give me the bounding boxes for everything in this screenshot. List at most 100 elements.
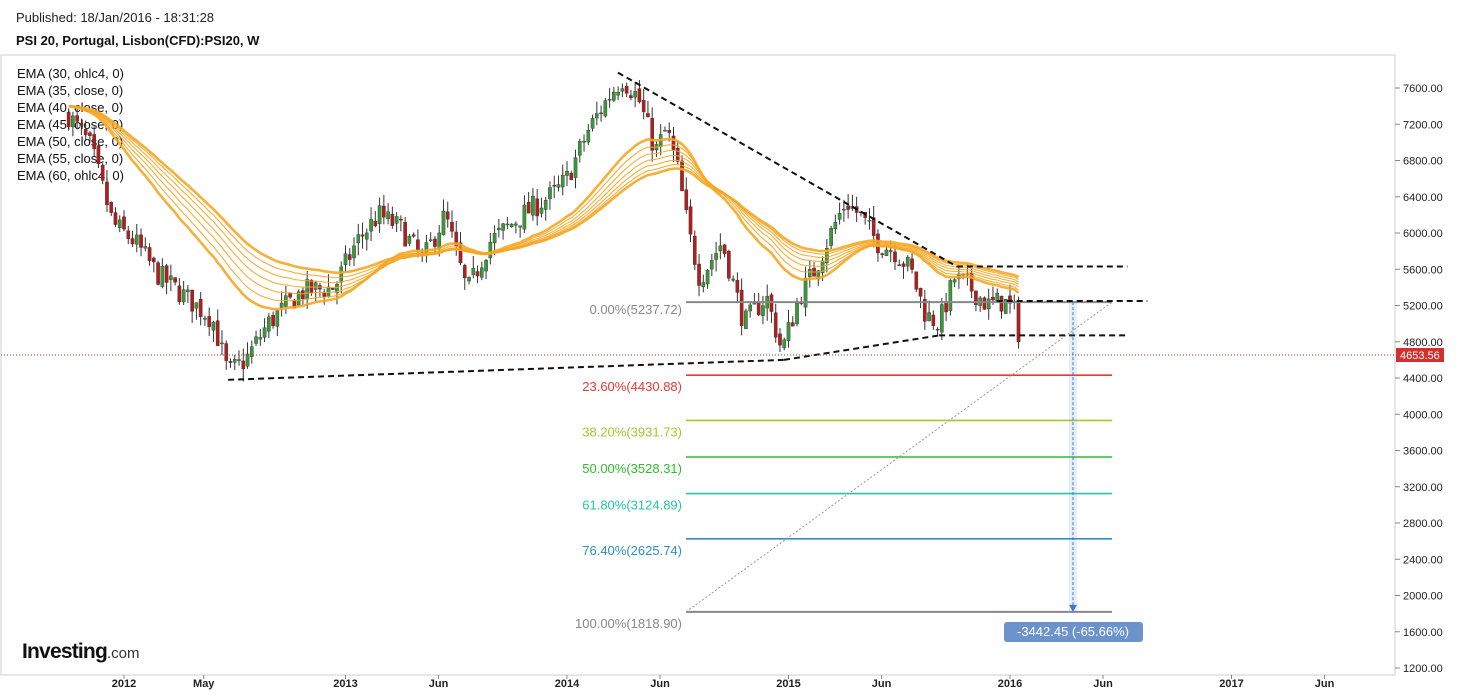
candle-body bbox=[944, 301, 948, 313]
candle-body bbox=[416, 239, 420, 251]
y-tick-label: 7200.00 bbox=[1403, 119, 1443, 131]
candle-body bbox=[190, 289, 194, 312]
y-tick-label: 2000.00 bbox=[1403, 591, 1443, 603]
indicator-ema-60[interactable]: EMA (60, ohlc4, 0) bbox=[17, 168, 124, 183]
candle-body bbox=[829, 227, 833, 246]
y-tick-label: 4800.00 bbox=[1403, 337, 1443, 349]
candle-body bbox=[262, 327, 267, 338]
candle-body bbox=[360, 234, 365, 237]
candle-body bbox=[198, 299, 203, 317]
x-tick-label: Jun bbox=[429, 678, 449, 690]
candle-body bbox=[437, 232, 442, 249]
candle-body bbox=[249, 346, 254, 357]
candle-body bbox=[152, 257, 156, 263]
candle-body bbox=[301, 290, 305, 299]
candle-body bbox=[680, 160, 684, 192]
candle-body bbox=[471, 267, 476, 275]
indicator-ema-35[interactable]: EMA (35, close, 0) bbox=[17, 83, 124, 98]
investing-logo[interactable]: Investing.com bbox=[22, 640, 140, 664]
candle-body bbox=[428, 239, 433, 242]
chart-title: PSI 20, Portugal, Lisbon(CFD):PSI20, W bbox=[16, 33, 260, 48]
candle-body bbox=[509, 223, 514, 227]
trendline-upper-resistance bbox=[617, 71, 958, 268]
fib-level-label: 50.00%(3528.31) bbox=[582, 461, 682, 476]
measure-badge bbox=[1004, 622, 1143, 642]
candle-body bbox=[377, 205, 382, 224]
candle-body bbox=[339, 266, 344, 283]
candle-body bbox=[343, 253, 348, 265]
candle-body bbox=[143, 246, 148, 249]
candle-body bbox=[560, 175, 565, 188]
candle-body bbox=[897, 264, 902, 266]
candle-body bbox=[445, 211, 450, 220]
candle-body bbox=[607, 99, 612, 101]
candle-body bbox=[727, 251, 731, 279]
candle-body bbox=[837, 213, 842, 220]
candle-body bbox=[203, 318, 207, 320]
candle-body bbox=[556, 184, 561, 188]
candle-body bbox=[92, 134, 96, 149]
candle-body bbox=[543, 199, 548, 210]
candle-body bbox=[641, 100, 646, 113]
candle-body bbox=[275, 310, 280, 327]
candle-body bbox=[390, 213, 395, 226]
candle-body bbox=[569, 172, 574, 181]
candle-body bbox=[79, 123, 84, 127]
candle-body bbox=[296, 291, 301, 306]
candle-body bbox=[313, 282, 318, 290]
candle-body bbox=[731, 278, 735, 281]
fib-level-label: 0.00%(5237.72) bbox=[589, 302, 682, 317]
candle-body bbox=[505, 223, 510, 226]
logo-main-text: Investing bbox=[22, 640, 108, 663]
indicator-ema-30[interactable]: EMA (30, ohlc4, 0) bbox=[17, 66, 124, 81]
candle-body bbox=[330, 288, 335, 290]
candle-body bbox=[663, 130, 667, 132]
candle-body bbox=[492, 232, 497, 244]
candle-body bbox=[710, 260, 714, 270]
candle-body bbox=[305, 279, 309, 300]
candle-body bbox=[105, 181, 109, 206]
fib-level-label: 23.60%(4430.88) bbox=[582, 379, 682, 394]
candle-body bbox=[935, 328, 940, 331]
candle-body bbox=[633, 91, 637, 98]
candle-body bbox=[871, 217, 876, 236]
candle-body bbox=[215, 320, 220, 346]
candle-body bbox=[790, 322, 795, 327]
x-tick-label: Jun bbox=[1093, 678, 1113, 690]
candle-body bbox=[573, 157, 578, 178]
candle-body bbox=[867, 220, 872, 222]
candle-body bbox=[394, 216, 399, 224]
candle-body bbox=[211, 321, 216, 331]
candle-body bbox=[692, 235, 697, 265]
fibonacci-retracement: 0.00%(5237.72) 23.60%(4430.88) 38.20%(3931… bbox=[575, 301, 1112, 631]
ema-line-40 bbox=[68, 105, 1019, 295]
candle-body bbox=[156, 262, 160, 285]
candle-body bbox=[382, 205, 386, 218]
candle-body bbox=[522, 204, 527, 230]
x-tick-label: 2017 bbox=[1219, 678, 1243, 690]
candle-body bbox=[113, 212, 118, 225]
candle-body bbox=[347, 254, 352, 260]
last-price-label: 4653.56 bbox=[1400, 350, 1440, 362]
candle-body bbox=[744, 310, 748, 329]
candle-body bbox=[369, 219, 373, 232]
candle-body bbox=[228, 361, 233, 363]
candle-body bbox=[905, 256, 910, 267]
candle-body bbox=[126, 230, 131, 239]
candle-body bbox=[88, 132, 92, 136]
y-tick-label: 6800.00 bbox=[1403, 156, 1443, 168]
candle-body bbox=[450, 221, 454, 232]
candle-body bbox=[688, 206, 693, 235]
measure-band bbox=[1069, 302, 1077, 612]
y-tick-label: 5600.00 bbox=[1403, 264, 1443, 276]
candle-body bbox=[258, 337, 263, 340]
candle-body bbox=[671, 135, 676, 150]
candle-body bbox=[756, 302, 761, 316]
indicator-ema-50[interactable]: EMA (50, close, 0) bbox=[17, 134, 124, 149]
candle-body bbox=[254, 336, 258, 344]
candle-body bbox=[514, 223, 518, 226]
candle-body bbox=[386, 211, 390, 220]
candle-body bbox=[825, 248, 829, 264]
candle-body bbox=[974, 290, 978, 305]
